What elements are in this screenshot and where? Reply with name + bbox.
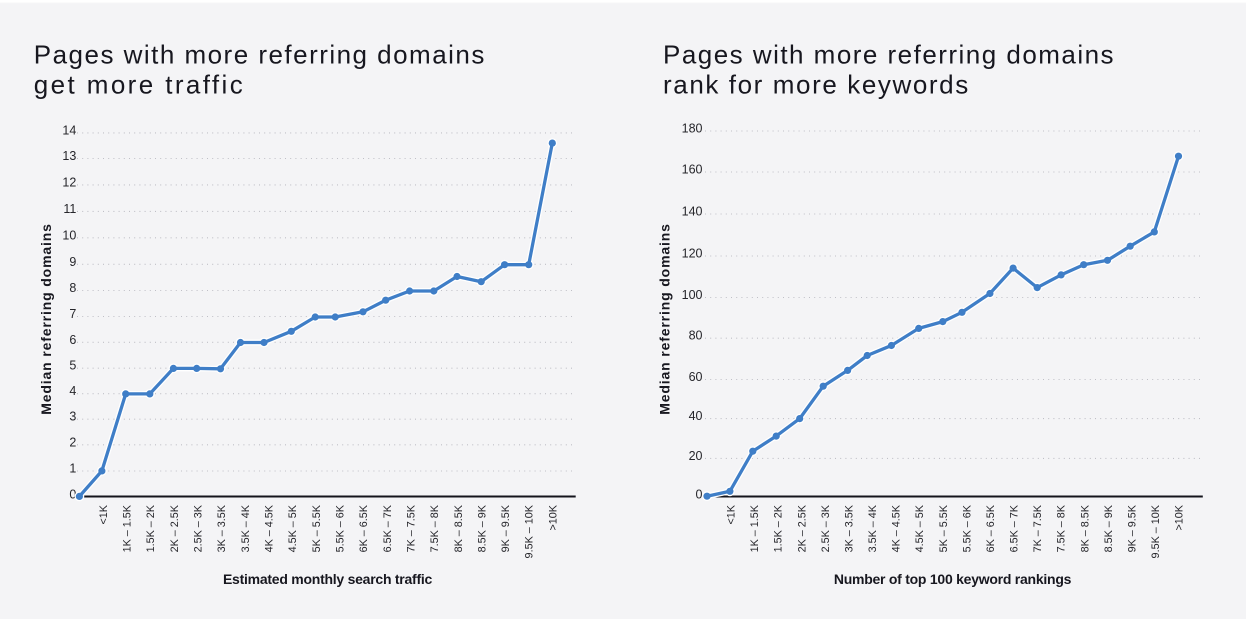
svg-text:2K – 2.5K: 2K – 2.5K [796,504,808,552]
svg-text:Pages with more referring doma: Pages with more referring domains [34,40,486,70]
svg-text:14: 14 [62,123,76,137]
svg-text:3K – 3.5K: 3K – 3.5K [216,504,228,552]
svg-text:5.5K – 6K: 5.5K – 6K [961,504,973,552]
svg-text:8K – 8.5K: 8K – 8.5K [453,504,465,552]
svg-text:6K – 6.5K: 6K – 6.5K [985,504,997,552]
svg-text:7.5K – 8K: 7.5K – 8K [429,504,441,552]
svg-text:2.5K – 3K: 2.5K – 3K [820,504,832,552]
svg-text:1K – 1.5K: 1K – 1.5K [749,504,761,552]
svg-text:9K – 9.5K: 9K – 9.5K [1126,504,1138,552]
svg-text:5.5K – 6K: 5.5K – 6K [335,504,347,552]
svg-text:6.5K – 7K: 6.5K – 7K [1009,504,1021,552]
svg-text:4K – 4.5K: 4K – 4.5K [264,504,276,552]
svg-text:0: 0 [69,488,76,502]
svg-text:8.5K – 9K: 8.5K – 9K [476,504,488,552]
svg-text:140: 140 [682,205,703,219]
svg-text:5K – 5.5K: 5K – 5.5K [938,504,950,552]
svg-text:13: 13 [62,149,76,163]
svg-text:Median referring domains: Median referring domains [657,223,673,415]
svg-text:1.5K – 2K: 1.5K – 2K [773,504,785,552]
svg-text:7K – 7.5K: 7K – 7.5K [405,504,417,552]
svg-text:Median referring domains: Median referring domains [38,223,54,415]
svg-text:5K – 5.5K: 5K – 5.5K [311,504,323,552]
svg-text:4K – 4.5K: 4K – 4.5K [891,504,903,552]
svg-text:4.5K – 5K: 4.5K – 5K [287,504,299,552]
svg-text:get more traffic: get more traffic [34,70,245,100]
svg-text:1.5K – 2K: 1.5K – 2K [145,504,157,552]
svg-text:6K – 6.5K: 6K – 6.5K [358,504,370,552]
svg-text:9: 9 [69,255,76,269]
svg-text:0: 0 [696,488,703,502]
svg-text:10: 10 [62,228,76,242]
svg-text:80: 80 [689,329,703,343]
svg-text:2: 2 [69,435,76,449]
svg-text:9K – 9.5K: 9K – 9.5K [500,504,512,552]
svg-text:3.5K – 4K: 3.5K – 4K [240,504,252,552]
svg-text:1K – 1.5K: 1K – 1.5K [122,504,134,552]
svg-text:Pages with more referring doma: Pages with more referring domains [663,40,1115,70]
svg-text:9.5K – 10K: 9.5K – 10K [524,504,536,558]
svg-text:rank for more keywords: rank for more keywords [663,70,970,100]
svg-text:9.5K – 10K: 9.5K – 10K [1150,504,1162,558]
svg-text:6.5K – 7K: 6.5K – 7K [382,504,394,552]
svg-text:3: 3 [69,410,76,424]
svg-text:>10K: >10K [547,504,559,530]
svg-text:60: 60 [689,370,703,384]
svg-text:2.5K – 3K: 2.5K – 3K [193,504,205,552]
svg-text:20: 20 [689,449,703,463]
svg-text:7.5K – 8K: 7.5K – 8K [1056,504,1068,552]
svg-text:<1K: <1K [726,504,738,524]
svg-text:3K – 3.5K: 3K – 3.5K [844,504,856,552]
svg-text:Estimated monthly search traff: Estimated monthly search traffic [223,571,433,587]
svg-text:40: 40 [689,409,703,423]
svg-text:<1K: <1K [98,504,110,524]
svg-text:12: 12 [62,175,76,189]
svg-text:5: 5 [69,359,76,373]
svg-text:160: 160 [682,163,703,177]
svg-text:1: 1 [69,462,76,476]
svg-text:8K – 8.5K: 8K – 8.5K [1079,504,1091,552]
svg-text:6: 6 [69,333,76,347]
svg-text:180: 180 [682,122,703,136]
svg-text:7K – 7.5K: 7K – 7.5K [1032,504,1044,552]
svg-text:120: 120 [682,247,703,261]
svg-text:7: 7 [69,307,76,321]
svg-text:11: 11 [63,202,76,216]
svg-text:4: 4 [69,384,76,398]
svg-text:8.5K – 9K: 8.5K – 9K [1103,504,1115,552]
svg-text:>10K: >10K [1174,504,1186,530]
svg-text:Number of top 100 keyword rank: Number of top 100 keyword rankings [834,571,1072,587]
svg-text:8: 8 [69,281,76,295]
svg-text:100: 100 [682,288,703,302]
svg-text:4.5K – 5K: 4.5K – 5K [914,504,926,552]
svg-text:3.5K – 4K: 3.5K – 4K [867,504,879,552]
svg-text:2K – 2.5K: 2K – 2.5K [169,504,181,552]
